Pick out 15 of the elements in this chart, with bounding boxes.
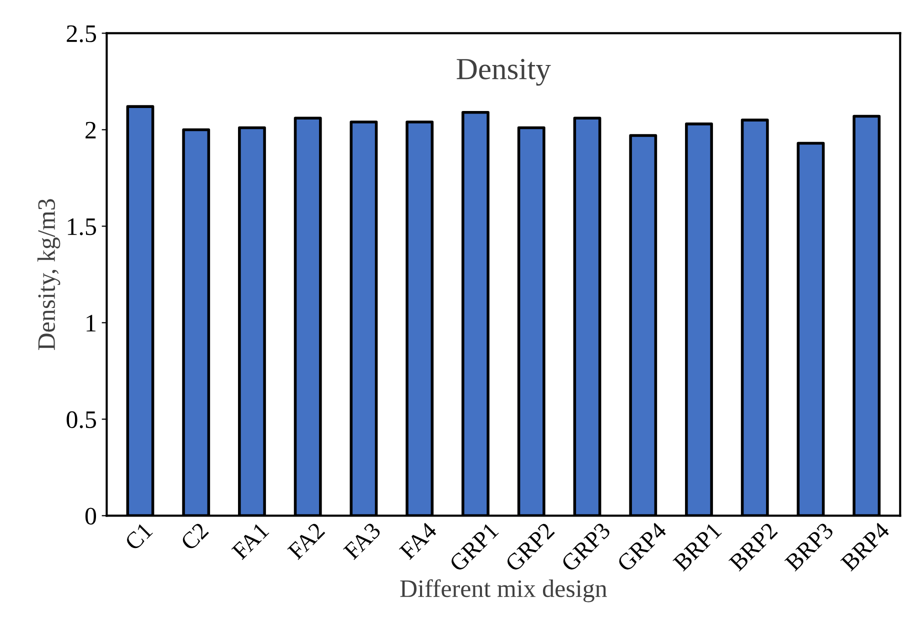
y-tick-label: 0 xyxy=(85,508,96,525)
y-tick-label: 2.5 xyxy=(66,25,96,42)
y-tick-label: 2 xyxy=(86,122,96,138)
y-axis-title: Density, kg/m3 xyxy=(37,199,60,350)
x-tick-label: FA2 xyxy=(287,522,326,560)
text: Density xyxy=(456,58,551,86)
x-axis-title: Different mix design xyxy=(400,579,607,602)
x-tick-label: FA3 xyxy=(342,522,382,560)
y-tick-label: 0.5 xyxy=(66,411,96,428)
x-tick-label: FA4 xyxy=(398,521,438,560)
x-tick-label: C1 xyxy=(124,522,154,552)
x-tick-label: C2 xyxy=(180,522,210,552)
y-tick-label: 1 xyxy=(86,314,96,332)
x-tick-label: FA1 xyxy=(231,522,270,560)
y-tick-label: 1.5 xyxy=(68,218,96,236)
